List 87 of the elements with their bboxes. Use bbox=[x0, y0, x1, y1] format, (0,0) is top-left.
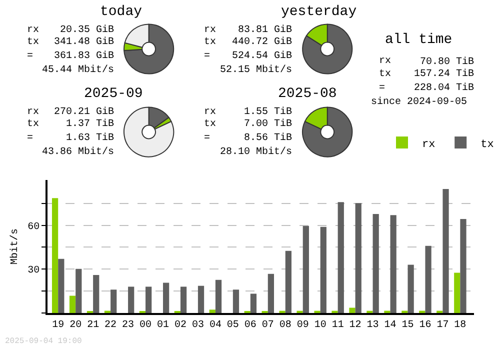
chart-title: 2025-08 bbox=[278, 86, 337, 102]
y-axis-title: Mbit/s bbox=[9, 228, 22, 265]
bar bbox=[146, 286, 152, 313]
text: = 524.54 GiB bbox=[204, 51, 292, 62]
donut-slice bbox=[124, 106, 174, 158]
bar bbox=[232, 290, 240, 313]
x-tick-label: 20 bbox=[70, 320, 82, 331]
x-tick-label: 13 bbox=[366, 320, 379, 331]
bar bbox=[442, 189, 449, 313]
bar bbox=[454, 272, 460, 313]
x-tick-label: 16 bbox=[419, 320, 432, 331]
x-tick-label: 19 bbox=[52, 320, 64, 331]
text: rx 70.80 TiB bbox=[379, 56, 474, 68]
text: tx 1.37 TiB bbox=[27, 119, 114, 130]
bar bbox=[349, 308, 356, 313]
x-tick-label: 12 bbox=[349, 320, 362, 331]
x-tick-label: 09 bbox=[296, 320, 309, 331]
text: tx 157.24 TiB bbox=[379, 69, 474, 80]
text: since 2024-09-05 bbox=[371, 96, 468, 108]
text: = 228.04 TiB bbox=[379, 83, 474, 94]
text: tx 440.72 GiB bbox=[204, 37, 292, 48]
bar bbox=[93, 275, 100, 313]
x-tick-label: 00 bbox=[140, 320, 152, 331]
x-tick-label: 17 bbox=[436, 320, 449, 331]
x-tick-label: 06 bbox=[244, 320, 256, 331]
text: rx 270.21 GiB bbox=[27, 107, 114, 118]
text: = 8.56 TiB bbox=[204, 133, 292, 144]
x-tick-label: 22 bbox=[104, 320, 117, 331]
x-tick-label: 03 bbox=[192, 320, 204, 331]
x-tick-label: 01 bbox=[156, 320, 170, 331]
bar bbox=[198, 286, 204, 313]
x-tick-label: 05 bbox=[226, 320, 239, 331]
donut-slice bbox=[302, 106, 353, 158]
bar bbox=[285, 250, 292, 313]
text: = 361.83 GiB bbox=[27, 51, 114, 62]
x-tick-label: 11 bbox=[332, 320, 344, 331]
x-tick-label: 08 bbox=[279, 320, 292, 331]
x-tick-label: 04 bbox=[209, 320, 222, 331]
chart-title: today bbox=[100, 4, 142, 20]
x-tick-label: 10 bbox=[314, 320, 326, 331]
text: = 1.63 TiB bbox=[27, 133, 114, 144]
bar bbox=[408, 264, 414, 313]
bar bbox=[128, 286, 134, 313]
legend-label: rx bbox=[422, 138, 436, 151]
x-tick-label: 02 bbox=[174, 320, 186, 331]
bar bbox=[250, 294, 257, 313]
bar bbox=[338, 202, 344, 313]
y-tick-label: 30 bbox=[28, 266, 40, 277]
bar bbox=[355, 203, 362, 313]
donut-slice bbox=[302, 24, 353, 74]
text: all time bbox=[385, 32, 452, 48]
text: 28.10 Mbit/s bbox=[220, 146, 292, 158]
text: tx 341.48 GiB bbox=[27, 37, 114, 48]
bar bbox=[76, 268, 82, 313]
bar bbox=[320, 226, 326, 313]
bar bbox=[372, 214, 379, 313]
text: rx 1.55 TiB bbox=[204, 107, 292, 118]
x-tick-label: 14 bbox=[384, 320, 396, 331]
text: tx 7.00 TiB bbox=[204, 119, 292, 130]
bar bbox=[302, 226, 309, 313]
x-tick-label: 18 bbox=[454, 320, 466, 331]
chart-title: 2025-09 bbox=[84, 86, 143, 102]
bar bbox=[110, 290, 117, 313]
bar bbox=[390, 215, 396, 313]
donut-slice bbox=[124, 24, 174, 74]
bar bbox=[162, 282, 170, 313]
text: 52.15 Mbit/s bbox=[220, 64, 292, 76]
x-tick-label: 21 bbox=[87, 320, 100, 331]
y-tick-label: 60 bbox=[28, 222, 40, 233]
x-tick-label: 07 bbox=[262, 320, 274, 331]
x-tick-label: 15 bbox=[402, 320, 414, 331]
bar bbox=[69, 296, 76, 313]
bar bbox=[460, 219, 466, 313]
bar bbox=[52, 198, 58, 313]
bar bbox=[425, 246, 432, 313]
text: 43.86 Mbit/s bbox=[42, 146, 114, 158]
bar bbox=[209, 310, 216, 313]
text: rx 20.35 GiB bbox=[27, 25, 114, 36]
text: 45.44 Mbit/s bbox=[42, 64, 114, 76]
text: rx 83.81 GiB bbox=[204, 25, 292, 36]
bar bbox=[180, 286, 187, 313]
bar bbox=[215, 280, 222, 313]
x-tick-label: 23 bbox=[122, 320, 134, 331]
chart-title: yesterday bbox=[281, 4, 357, 20]
legend-label: tx bbox=[480, 138, 494, 151]
bar bbox=[268, 274, 274, 313]
bar bbox=[58, 258, 64, 313]
